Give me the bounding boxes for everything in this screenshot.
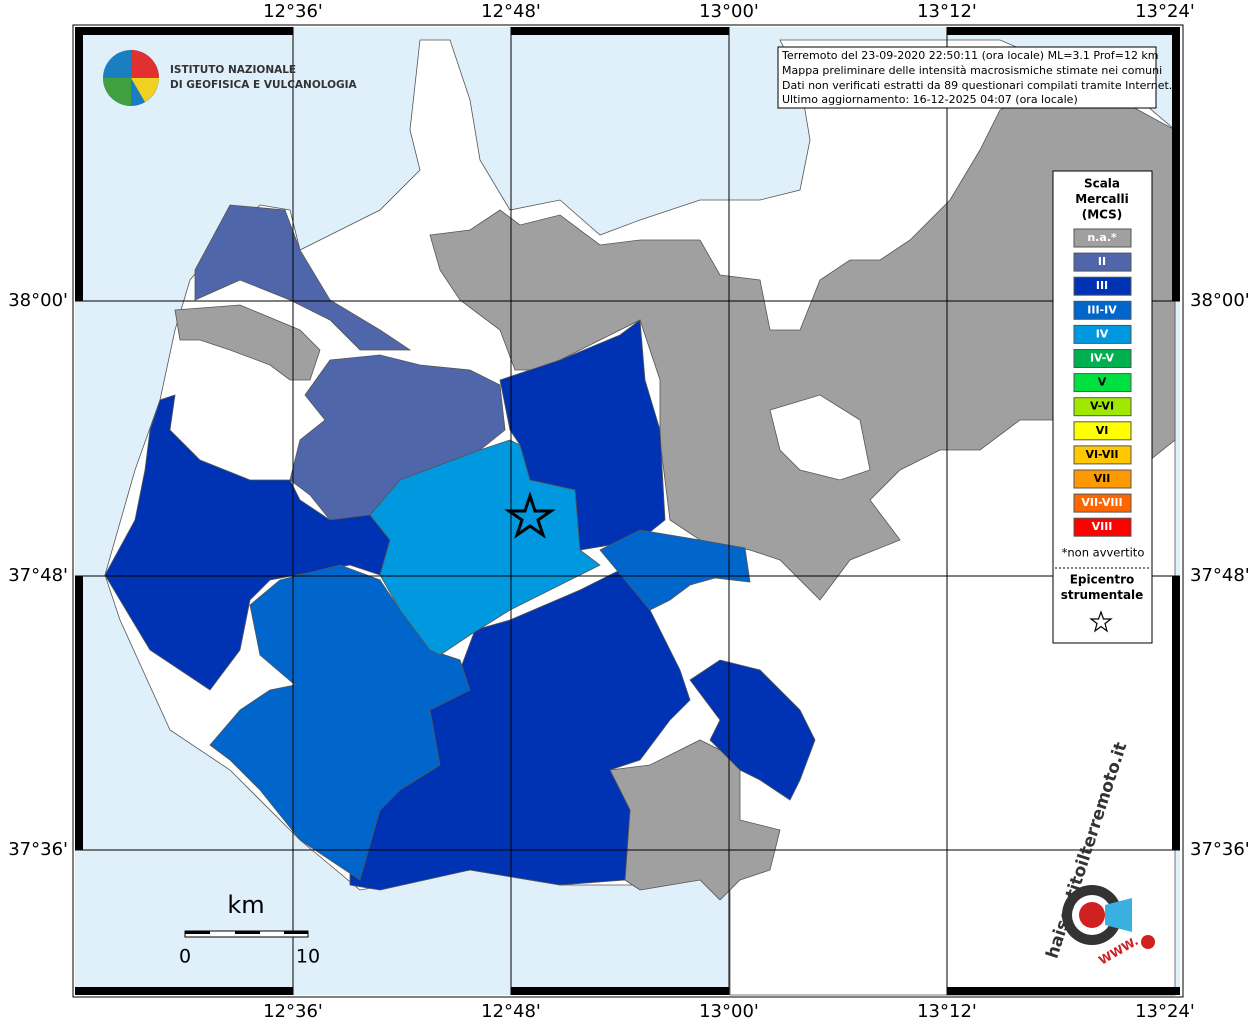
lat-label: 37°36' xyxy=(8,839,68,860)
scale-start: 0 xyxy=(179,946,191,968)
scale-bar-segment xyxy=(235,931,260,934)
lon-label: 12°48' xyxy=(481,1,541,22)
info-line: Terremoto del 23-09-2020 22:50:11 (ora l… xyxy=(781,49,1159,62)
frame-strip xyxy=(1172,27,1180,301)
frame-outline xyxy=(72,24,1184,998)
region-iii xyxy=(689,659,816,801)
region-ii xyxy=(194,204,412,351)
logo-segment xyxy=(103,78,131,106)
frame-strip xyxy=(947,27,1180,35)
badge-ring xyxy=(1079,902,1105,928)
legend-swatch xyxy=(1073,517,1132,537)
lat-label: 37°48' xyxy=(1190,565,1250,586)
badge-dot xyxy=(1141,935,1155,949)
legend-swatch xyxy=(1073,228,1132,248)
epicenter-star xyxy=(504,491,556,539)
legend-swatch xyxy=(1073,445,1132,465)
region-na xyxy=(174,304,321,381)
info-line: Dati non verificati estratti da 89 quest… xyxy=(782,79,1172,92)
legend-label: VII-VIII xyxy=(1081,496,1122,509)
lat-label: 38°00' xyxy=(8,290,68,311)
lat-label: 37°36' xyxy=(1190,839,1250,860)
legend-title: Scala xyxy=(1084,177,1120,191)
legend-label: IV-V xyxy=(1090,352,1115,365)
legend-label: VII xyxy=(1094,472,1111,485)
region-iv xyxy=(369,439,601,656)
legend-swatch xyxy=(1073,349,1132,368)
legend-swatch xyxy=(1073,493,1132,513)
land xyxy=(104,39,1176,996)
legend-swatch xyxy=(1073,397,1132,417)
lon-label: 13°00' xyxy=(699,1,759,22)
legend-title: (MCS) xyxy=(1082,208,1123,222)
legend-note: *non avvertito xyxy=(1062,546,1145,560)
frame-strip xyxy=(511,27,729,35)
scale-unit: km xyxy=(227,891,264,919)
ingv-logo: ISTITUTO NAZIONALE DI GEOFISICA E VULCAN… xyxy=(103,50,358,106)
region-na xyxy=(609,739,781,901)
legend-star xyxy=(1089,610,1113,633)
region-iii-iv xyxy=(599,529,751,611)
legend-label: III xyxy=(1096,279,1108,292)
scale-end: 10 xyxy=(296,946,320,968)
legend-swatch xyxy=(1073,373,1132,393)
legend-swatch xyxy=(1073,300,1132,320)
legend-label: VIII xyxy=(1092,520,1113,533)
lon-label: 13°00' xyxy=(699,1001,759,1022)
legend-title: Mercalli xyxy=(1075,192,1129,206)
legend-swatch xyxy=(1073,421,1132,441)
region-blank xyxy=(769,394,871,481)
scale-bar: km 0 10 xyxy=(179,891,320,968)
legend-label: V xyxy=(1098,376,1107,389)
frame-strip xyxy=(1172,576,1180,850)
legend-swatch xyxy=(1073,324,1132,344)
legend-label: III-IV xyxy=(1087,303,1117,316)
lon-label: 13°12' xyxy=(917,1001,977,1022)
logo-segment xyxy=(131,50,159,78)
legend-epicenter: strumentale xyxy=(1061,588,1144,602)
lat-label: 37°48' xyxy=(8,565,68,586)
legend-label: VI-VII xyxy=(1085,448,1118,461)
region-iii-iv xyxy=(209,564,471,881)
info-line: Mappa preliminare delle intensità macros… xyxy=(782,64,1162,77)
lon-label: 13°24' xyxy=(1135,1001,1195,1022)
legend-label: n.a.* xyxy=(1087,231,1117,244)
legend-swatch xyxy=(1073,252,1132,272)
frame-strip xyxy=(75,27,293,35)
region-iii xyxy=(104,394,391,691)
badge-speaker xyxy=(1105,898,1132,932)
info-line: Ultimo aggiornamento: 16-12-2025 04:07 (… xyxy=(782,93,1078,106)
lat-label: 38°00' xyxy=(1190,290,1250,311)
lon-label: 12°36' xyxy=(263,1,323,22)
frame-strip xyxy=(75,27,83,301)
legend-label: V-VI xyxy=(1090,400,1114,413)
legend: ScalaMercalli(MCS)n.a.*IIIIIIII-IVIVIV-V… xyxy=(1052,170,1153,644)
scale-bar-segment xyxy=(185,931,210,934)
logo-text: ISTITUTO NAZIONALE xyxy=(170,64,296,76)
lon-label: 13°24' xyxy=(1135,1,1195,22)
frame xyxy=(72,24,1184,998)
legend-swatch xyxy=(1073,276,1132,296)
info-box-bg xyxy=(777,46,1157,109)
lon-label: 13°12' xyxy=(917,1,977,22)
legend-label: VI xyxy=(1096,424,1109,437)
legend-label: IV xyxy=(1096,327,1109,340)
frame-strip xyxy=(511,987,729,995)
scale-bar-segment xyxy=(284,931,308,934)
legend-swatch xyxy=(1073,469,1132,489)
logo-segment xyxy=(131,78,159,102)
frame-strip xyxy=(947,987,1180,995)
info-box: Terremoto del 23-09-2020 22:50:11 (ora l… xyxy=(777,46,1172,109)
frame-strip xyxy=(75,576,83,850)
frame-strip xyxy=(75,987,293,995)
legend-label: II xyxy=(1098,255,1106,268)
legend-epicenter: Epicentro xyxy=(1070,573,1135,587)
lon-label: 12°48' xyxy=(481,1001,541,1022)
lon-label: 12°36' xyxy=(263,1001,323,1022)
logo-text: DI GEOFISICA E VULCANOLOGIA xyxy=(170,79,358,91)
